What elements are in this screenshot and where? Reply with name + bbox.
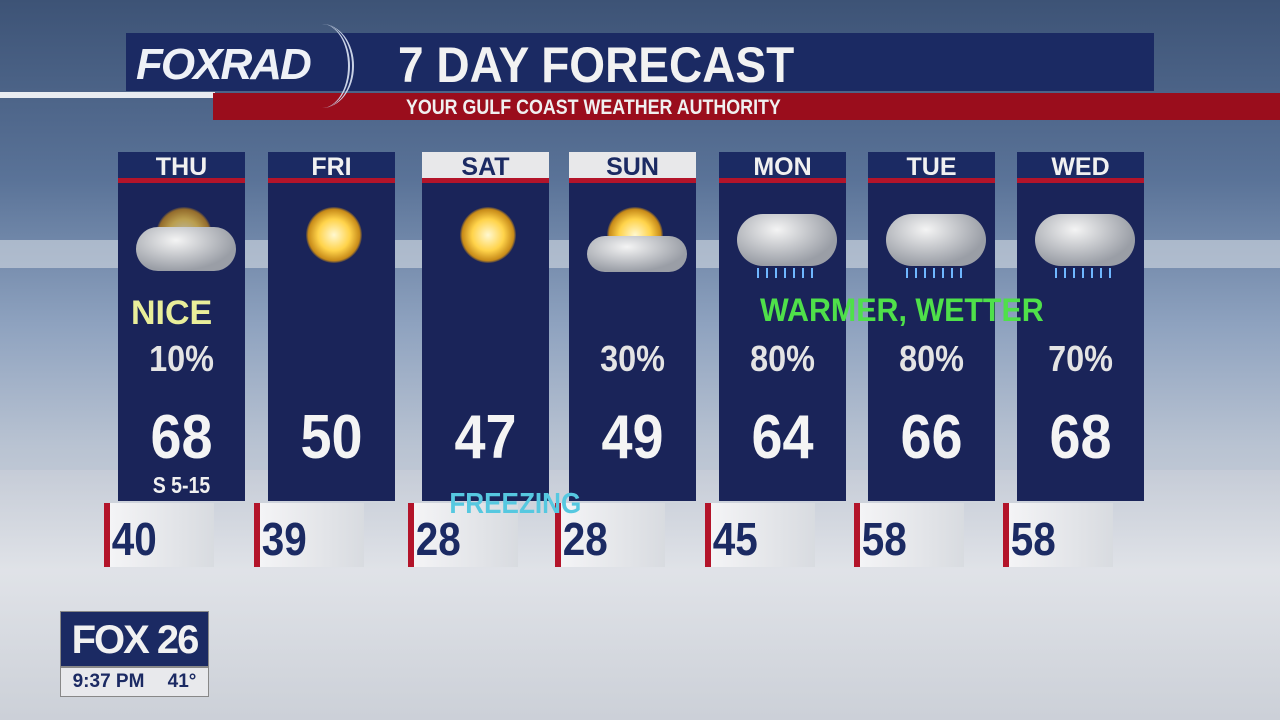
sunny-icon [440, 202, 532, 276]
day-label: SUN [569, 152, 696, 183]
low-temp: 58 [861, 513, 907, 565]
day-column: TUE 80% 66 [868, 152, 995, 501]
high-temp: 68 [150, 403, 213, 472]
low-temp-box: 39 [254, 503, 364, 567]
partly-sunny-icon [587, 202, 687, 276]
wind: S 5-15 [152, 472, 211, 498]
day-column: MON 80% 64 [719, 152, 846, 501]
low-temp-box: 58 [1003, 503, 1113, 567]
fox26-logo: FOX 26 [60, 611, 209, 667]
time-temp-bug: 9:37 PM 41° [60, 667, 209, 697]
low-temp-box: 45 [705, 503, 815, 567]
day-label: MON [719, 152, 846, 183]
high-temp: 47 [454, 403, 517, 472]
day-label: SAT [422, 152, 549, 183]
day-column: SUN 30% 49 [569, 152, 696, 501]
day-label: FRI [268, 152, 395, 183]
precip-chance: 80% [750, 338, 815, 379]
note-nice: NICE [131, 294, 213, 332]
day-column: SAT 47 [422, 152, 549, 501]
partly-cloudy-icon [136, 202, 236, 276]
low-temp: 58 [1010, 513, 1056, 565]
rain-cloud-icon [886, 202, 986, 278]
low-temp: 28 [562, 513, 608, 565]
precip-chance: 30% [600, 338, 665, 379]
day-label: WED [1017, 152, 1144, 183]
high-temp: 68 [1049, 403, 1112, 472]
rain-cloud-icon [737, 202, 837, 278]
sunny-icon [286, 202, 378, 276]
foxrad-logo: FOXRAD [136, 40, 312, 89]
page-subtitle: YOUR GULF COAST WEATHER AUTHORITY [406, 96, 781, 119]
day-column: THU 10% 68 S 5-15 [118, 152, 245, 501]
rain-cloud-icon [1035, 202, 1135, 278]
high-temp: 50 [300, 403, 363, 472]
subtitle-bar [213, 93, 1280, 120]
high-temp: 66 [900, 403, 963, 472]
day-label: THU [118, 152, 245, 183]
low-temp: 45 [712, 513, 758, 565]
divider [0, 92, 215, 98]
low-temp-box: 40 [104, 503, 214, 567]
high-temp: 49 [601, 403, 664, 472]
day-label: TUE [868, 152, 995, 183]
precip-chance: 80% [899, 338, 964, 379]
low-temp-box: 28 [555, 503, 665, 567]
precip-chance: 10% [149, 338, 214, 379]
note-warmer-wetter: WARMER, WETTER [760, 292, 1044, 328]
low-temp-box: 58 [854, 503, 964, 567]
low-temp: 28 [415, 513, 461, 565]
current-temp: 41° [167, 671, 197, 692]
page-title: 7 DAY FORECAST [398, 37, 795, 93]
note-freezing: FREEZING [449, 488, 582, 520]
low-temp-box: 28 [408, 503, 518, 567]
low-temp: 39 [261, 513, 307, 565]
time: 9:37 PM [72, 671, 145, 692]
radar-waves-icon [290, 24, 354, 108]
precip-chance: 70% [1048, 338, 1113, 379]
day-column: WED 70% 68 [1017, 152, 1144, 501]
day-column: FRI 50 [268, 152, 395, 501]
low-temp: 40 [111, 513, 157, 565]
high-temp: 64 [751, 403, 814, 472]
